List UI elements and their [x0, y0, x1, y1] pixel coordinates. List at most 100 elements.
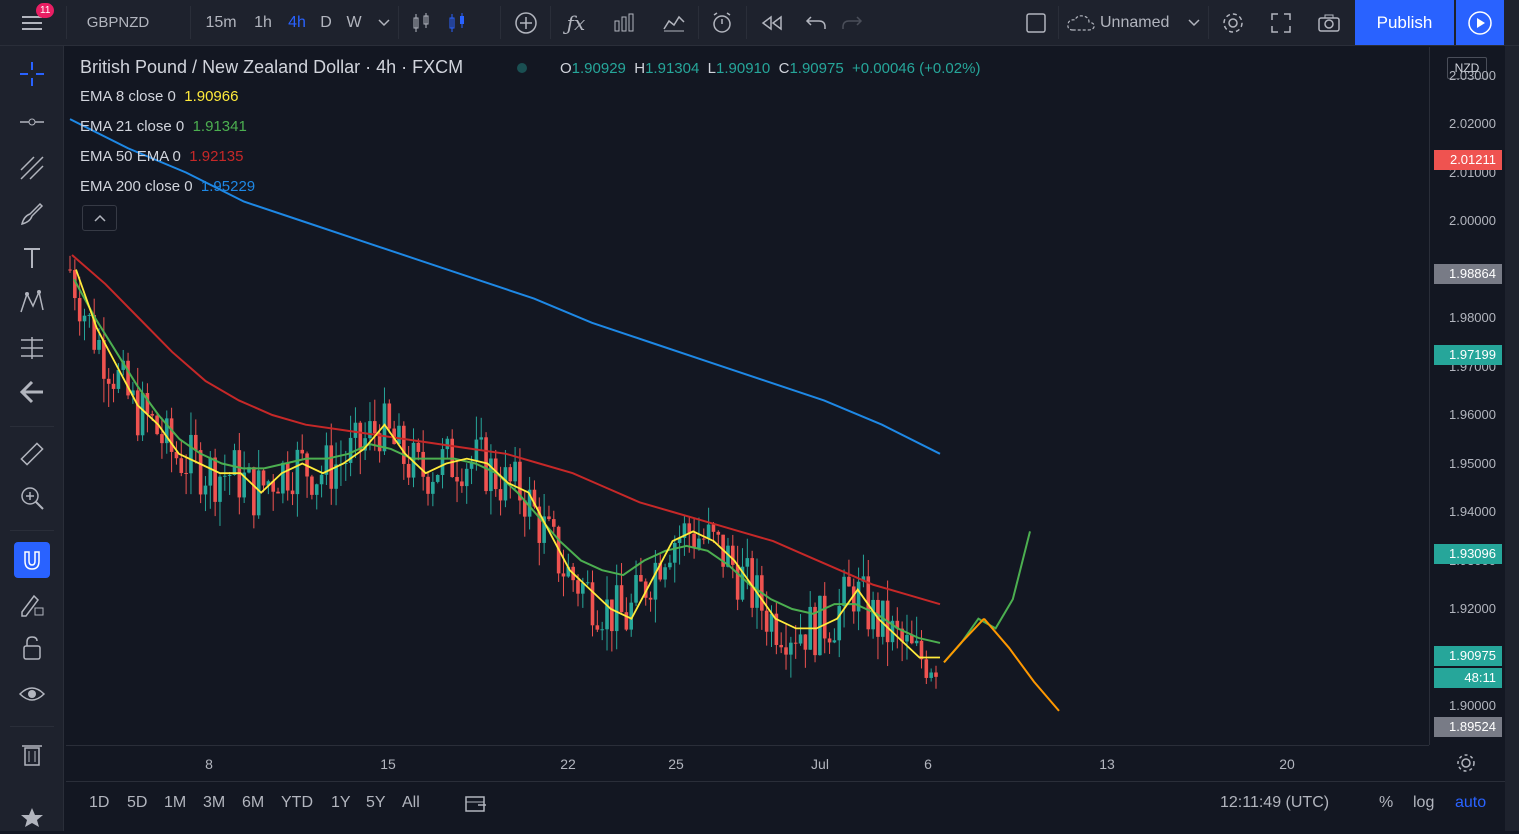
candle-body	[266, 481, 271, 486]
range-6m[interactable]: 6M	[242, 794, 265, 811]
range-all[interactable]: All	[402, 794, 420, 811]
indicators-icon[interactable]: ƒx	[566, 10, 586, 35]
candle-body	[329, 445, 334, 489]
zoom-in-icon[interactable]	[14, 480, 50, 516]
price-tick: 1.95000	[1449, 455, 1496, 471]
menu-icon[interactable]	[10, 0, 54, 45]
candle-body	[934, 672, 938, 677]
time-axis[interactable]	[66, 745, 1429, 782]
interval-d[interactable]: D	[320, 13, 332, 31]
interval-1h[interactable]: 1h	[254, 13, 272, 31]
candle-body	[779, 644, 783, 648]
range-1d[interactable]: 1D	[89, 794, 110, 811]
candle-body	[910, 635, 914, 644]
range-5y[interactable]: 5Y	[366, 794, 386, 811]
chevron-down-icon[interactable]	[372, 0, 396, 45]
candle-body	[421, 451, 425, 477]
financials-icon[interactable]	[656, 0, 692, 45]
candle-body	[203, 485, 208, 495]
magnet-icon[interactable]	[14, 542, 50, 578]
interval-w[interactable]: W	[346, 13, 362, 31]
currency-label[interactable]: NZD	[1447, 57, 1487, 79]
candle-body	[402, 425, 406, 464]
candle-body	[87, 314, 92, 316]
replay-icon[interactable]	[754, 0, 790, 45]
market-status-dot	[517, 63, 527, 73]
log-toggle[interactable]: log	[1413, 794, 1435, 811]
alert-icon[interactable]	[704, 0, 740, 45]
bar-style-icon[interactable]	[404, 0, 438, 45]
trend-line-icon[interactable]	[14, 104, 50, 140]
bottom-toolbar	[66, 781, 1519, 832]
back-arrow-icon[interactable]	[14, 374, 50, 410]
price-tick: 2.02000	[1449, 116, 1496, 131]
pitchfork-icon[interactable]	[14, 150, 50, 186]
chart-canvas[interactable]	[66, 47, 1429, 745]
projection-down-line	[983, 618, 1060, 712]
redo-icon[interactable]	[834, 0, 870, 45]
candle-body	[121, 360, 126, 370]
candle-body	[227, 474, 232, 476]
study-ema50[interactable]: EMA 50 EMA 0 1.92135	[80, 148, 244, 165]
candle-body	[218, 476, 222, 502]
price-tick: 1.94000	[1449, 504, 1496, 519]
layout-chevron-icon[interactable]	[1184, 0, 1204, 45]
price-tick: 1.92000	[1449, 601, 1496, 616]
lock-pencil-icon[interactable]	[14, 586, 50, 622]
settings-icon[interactable]	[1214, 0, 1252, 45]
favorites-icon[interactable]	[14, 798, 50, 834]
candles-icon[interactable]	[440, 0, 474, 45]
study-ema200[interactable]: EMA 200 close 0 1.95229	[80, 178, 256, 195]
candle-body	[377, 433, 382, 452]
candle-body	[426, 476, 430, 494]
collapse-legend-button[interactable]	[82, 205, 117, 231]
range-3m[interactable]: 3M	[203, 794, 226, 811]
text-icon[interactable]	[14, 240, 50, 276]
play-icon[interactable]	[1456, 0, 1504, 45]
eye-icon[interactable]	[14, 676, 50, 712]
range-1m[interactable]: 1M	[164, 794, 187, 811]
templates-icon[interactable]	[606, 0, 642, 45]
candle-body	[232, 450, 237, 475]
unlock-icon[interactable]	[14, 630, 50, 666]
add-compare-icon[interactable]	[508, 0, 544, 45]
auto-toggle[interactable]: auto	[1455, 794, 1487, 811]
range-ytd[interactable]: YTD	[281, 794, 313, 811]
camera-icon[interactable]	[1310, 0, 1348, 45]
publish-button[interactable]: Publish	[1355, 0, 1454, 45]
candle-body	[585, 582, 590, 584]
interval-4h[interactable]: 4h	[288, 13, 306, 31]
clock[interactable]: 12:11:49 (UTC)	[1220, 794, 1330, 811]
time-tick: 6	[924, 756, 932, 772]
candle-body	[435, 474, 440, 482]
trash-icon[interactable]	[14, 736, 50, 772]
ruler-icon[interactable]	[14, 436, 50, 472]
percent-toggle[interactable]: %	[1379, 794, 1394, 811]
candle-body	[668, 562, 672, 568]
study-ema21[interactable]: EMA 21 close 0 1.91341	[80, 118, 247, 135]
interval-15m[interactable]: 15m	[205, 13, 237, 31]
pattern-icon[interactable]	[14, 284, 50, 320]
crosshair-icon[interactable]	[14, 56, 50, 92]
candle-body	[900, 628, 904, 642]
candle-body	[460, 481, 464, 487]
study-ema8[interactable]: EMA 8 close 0 1.90966	[80, 88, 239, 105]
prediction-icon[interactable]	[14, 330, 50, 366]
cloud-icon	[1066, 0, 1096, 45]
brush-icon[interactable]	[14, 196, 50, 232]
candle-body	[842, 576, 846, 607]
close-value: 1.90975	[789, 60, 844, 77]
layout-icon[interactable]	[1018, 0, 1054, 45]
axis-settings-icon[interactable]	[1455, 752, 1477, 779]
price-axis[interactable]	[1429, 47, 1505, 745]
range-5d[interactable]: 5D	[127, 794, 148, 811]
fullscreen-icon[interactable]	[1262, 0, 1300, 45]
layout-name[interactable]: Unnamed	[1100, 13, 1170, 31]
chevron-up-icon	[93, 214, 106, 222]
range-1y[interactable]: 1Y	[331, 794, 351, 811]
candle-body	[532, 489, 537, 507]
undo-icon[interactable]	[798, 0, 834, 45]
date-range-icon[interactable]	[464, 793, 488, 818]
candle-body	[145, 393, 150, 414]
symbol-search[interactable]: GBPNZD	[86, 14, 150, 31]
